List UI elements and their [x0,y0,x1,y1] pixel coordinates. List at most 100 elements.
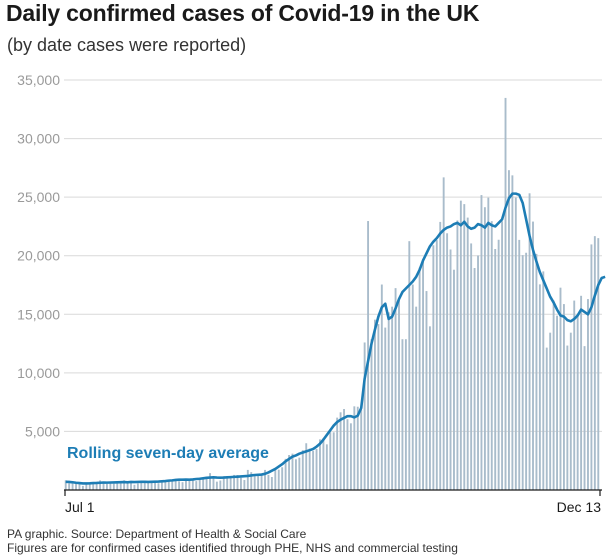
bar [466,217,469,490]
bar [528,193,531,491]
bar [185,479,187,490]
bar [171,481,174,490]
bar [449,249,452,490]
bar [470,243,473,490]
bar [140,480,143,490]
bar [92,482,95,490]
bar [102,482,105,490]
bar [71,483,74,490]
bar [442,177,445,490]
bar [253,475,256,490]
rolling-average-series [65,192,606,485]
bar [535,253,538,490]
bar [281,467,284,490]
bar [274,468,277,490]
y-tick-label: 30,000 [17,131,60,147]
bar [518,239,521,490]
bar [370,339,373,490]
bar [188,478,191,490]
bar [353,406,356,490]
bar [319,439,321,490]
bar [288,455,290,490]
bar [298,457,301,490]
bar [267,474,270,490]
bar [573,300,576,490]
bar [109,482,112,490]
bar [250,472,253,490]
bar [521,255,524,490]
bar [81,485,84,490]
bar [212,477,215,490]
bar [374,319,376,490]
bar [332,432,335,490]
bar [497,239,500,490]
y-tick-label: 15,000 [17,306,60,322]
bar [219,480,222,490]
chart-title: Daily confirmed cases of Covid-19 in the… [6,0,480,26]
bar [576,315,579,490]
bar [511,175,514,490]
bar [68,483,71,490]
bar [580,295,583,490]
bar [583,346,586,490]
bar [191,479,194,490]
bar [404,339,407,490]
bar [363,342,366,490]
bar [587,299,589,490]
bar [85,483,88,490]
bar [233,474,236,490]
bar [556,315,558,490]
bar [336,417,339,490]
bar [308,448,311,490]
bar [167,479,170,490]
bar [435,240,438,490]
footnote: Figures are for confirmed cases identifi… [7,541,458,555]
bar [215,481,218,490]
bar [136,483,139,490]
bar [88,482,91,490]
bar [147,481,150,490]
bar [514,197,517,490]
rolling-average-annotation: Rolling seven-day average [67,445,269,462]
bar [597,238,600,490]
bar [178,481,181,490]
bar [154,481,156,490]
bar [294,459,297,490]
axis-labels: 5,000 10,000 15,000 20,000 25,000 30,000 35,00… [17,72,601,515]
bar [480,195,483,490]
bar [226,477,229,490]
bar [339,412,342,490]
bar [532,221,534,490]
bar [64,480,67,490]
bar [229,477,232,490]
bar [380,284,383,490]
bar [542,271,545,490]
bar [284,458,287,490]
grid-lines [64,79,602,432]
bar [453,269,455,490]
bar [305,443,308,490]
bar [198,477,201,490]
bar [301,450,304,490]
bar [195,481,198,490]
bar [384,327,387,490]
bar [562,304,565,490]
x-tick-label: Jul 1 [65,499,95,515]
bar [377,324,380,490]
bar [387,312,390,490]
bar [160,481,163,490]
bar [181,482,184,490]
bar [463,204,466,491]
bar [209,473,211,490]
chart-subtitle: (by date cases were reported) [7,35,247,55]
bar [508,170,510,490]
bar [394,288,397,490]
bar [391,306,394,490]
bar [257,476,260,490]
bar [483,207,486,490]
y-tick-label: 35,000 [17,72,60,88]
bar [411,284,414,490]
bar [473,268,476,490]
bar [236,475,239,490]
bar [401,339,404,490]
